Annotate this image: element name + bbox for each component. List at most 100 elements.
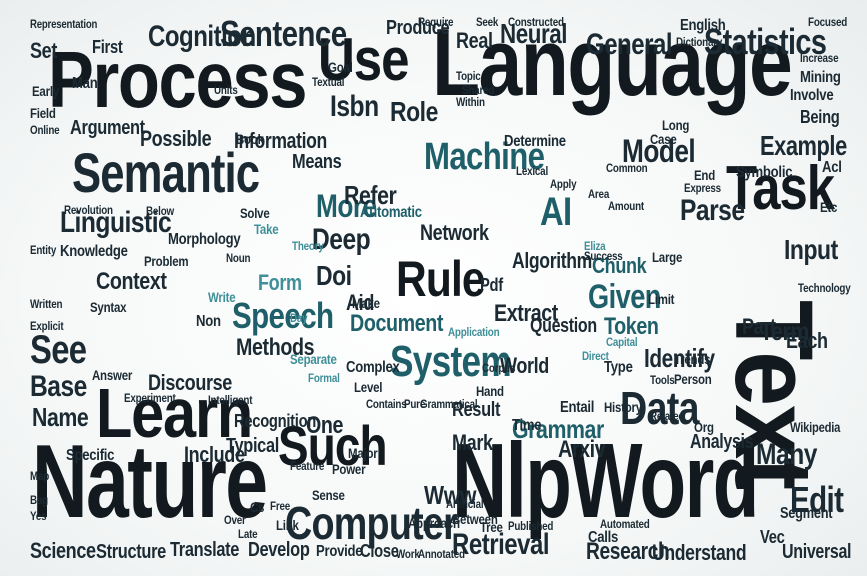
cloud-word: Close: [360, 541, 399, 561]
cloud-word: See: [30, 328, 87, 372]
cloud-word: Man: [72, 75, 98, 92]
cloud-word: Specific: [66, 447, 115, 464]
cloud-word: Experiment: [124, 391, 176, 405]
cloud-word: Identify: [644, 343, 715, 373]
cloud-word: Cognition: [148, 20, 256, 53]
cloud-word: Given: [588, 278, 661, 316]
cloud-word: Case: [650, 131, 677, 147]
cloud-word: Process: [48, 35, 307, 124]
cloud-word: Token: [604, 313, 659, 340]
cloud-word: Pdf: [480, 275, 503, 295]
cloud-word: Seek: [476, 15, 499, 29]
cloud-word: Segment: [780, 505, 833, 522]
cloud-word: Intelligent: [208, 393, 253, 407]
cloud-word: Topic: [456, 69, 481, 83]
cloud-word: Typical: [226, 435, 280, 457]
cloud-word: Methods: [236, 334, 315, 361]
cloud-word: NlpWord: [452, 422, 759, 540]
cloud-word: Provide: [316, 543, 363, 560]
cloud-word: Semantic: [72, 141, 260, 204]
cloud-word: Contains: [366, 397, 407, 411]
cloud-word: Revolution: [64, 203, 113, 217]
cloud-word: First: [92, 37, 123, 57]
cloud-word: Language: [432, 9, 793, 116]
cloud-word: Constructed: [508, 15, 564, 29]
cloud-word: Require: [418, 15, 454, 29]
cloud-word: Artificial: [446, 497, 484, 511]
cloud-word: Lexical: [516, 164, 548, 178]
cloud-word: Set: [30, 38, 57, 63]
cloud-word: Approach: [408, 515, 460, 531]
cloud-word: Bag: [30, 493, 49, 507]
cloud-word: Role: [390, 96, 438, 127]
cloud-word: AI: [540, 190, 572, 234]
cloud-word: Use: [318, 26, 410, 93]
cloud-word: Solve: [240, 205, 270, 221]
cloud-word: Machine: [424, 136, 545, 178]
cloud-word: Units: [214, 83, 238, 97]
cloud-word: Book: [236, 131, 264, 147]
cloud-word: Model: [622, 133, 696, 169]
cloud-word: Being: [800, 107, 840, 127]
cloud-word: Field: [30, 105, 56, 121]
cloud-word: Sentence: [220, 13, 347, 54]
cloud-word: Separate: [290, 351, 337, 367]
cloud-word: Written: [30, 297, 63, 311]
cloud-word: Technology: [798, 281, 851, 295]
cloud-word: Area: [588, 187, 610, 201]
cloud-word: Yes: [30, 509, 47, 523]
cloud-word: Discourse: [148, 370, 232, 395]
cloud-word: Pure: [404, 397, 426, 411]
cloud-word: Link: [276, 517, 299, 533]
cloud-word: Theory: [292, 239, 324, 253]
cloud-word: Grammatical: [420, 397, 478, 411]
cloud-word: Formal: [308, 371, 340, 385]
cloud-word: Related: [650, 409, 685, 423]
cloud-word: World: [500, 353, 549, 378]
cloud-word: Isbn: [330, 90, 379, 123]
cloud-word: Many: [756, 438, 817, 471]
cloud-word: English: [680, 17, 726, 34]
cloud-word: Speech: [232, 295, 334, 336]
cloud-word: End: [694, 167, 715, 183]
cloud-word: Person: [674, 371, 712, 387]
cloud-word: Data: [620, 382, 700, 434]
cloud-word: Complex: [346, 359, 400, 376]
cloud-word: Early: [32, 83, 59, 99]
cloud-word: Network: [420, 220, 489, 245]
cloud-word: Rule: [396, 251, 486, 307]
cloud-word: Amount: [608, 199, 644, 213]
cloud-word: Large: [652, 249, 683, 265]
cloud-word: Term: [760, 316, 809, 346]
cloud-word: Apply: [550, 177, 577, 191]
cloud-word: Calls: [588, 529, 619, 546]
cloud-word: Sense: [312, 487, 345, 503]
cloud-word: Input: [784, 234, 838, 265]
cloud-word: Trends: [674, 351, 711, 367]
cloud-word: Learn: [96, 374, 253, 452]
cloud-word: Example: [760, 130, 847, 161]
cloud-word: Limit: [648, 291, 675, 307]
cloud-word: Refer: [344, 180, 397, 210]
cloud-word: Late: [238, 527, 258, 541]
cloud-word: Dictionary: [676, 35, 723, 49]
cloud-word: Statistics: [704, 21, 827, 62]
cloud-word: Parse: [680, 194, 745, 227]
cloud-word: Shared: [462, 83, 495, 97]
cloud-word: General: [586, 28, 673, 61]
cloud-word: Online: [30, 123, 60, 137]
cloud-word: Structure: [96, 541, 166, 563]
cloud-word: Grammar: [512, 414, 604, 444]
cloud-word: Below: [146, 204, 174, 218]
cloud-word: Problem: [144, 253, 189, 269]
cloud-word: Context: [96, 268, 167, 295]
cloud-word: Part: [742, 314, 776, 339]
cloud-word: Day: [290, 311, 308, 325]
cloud-word: Syntax: [90, 299, 127, 315]
cloud-word: Such: [278, 414, 388, 477]
cloud-word: Recognition: [234, 411, 317, 431]
cloud-word: Direct: [582, 349, 609, 363]
cloud-word: Argument: [70, 117, 145, 139]
cloud-word: Focused: [808, 15, 848, 29]
cloud-word: Deep: [312, 223, 371, 256]
